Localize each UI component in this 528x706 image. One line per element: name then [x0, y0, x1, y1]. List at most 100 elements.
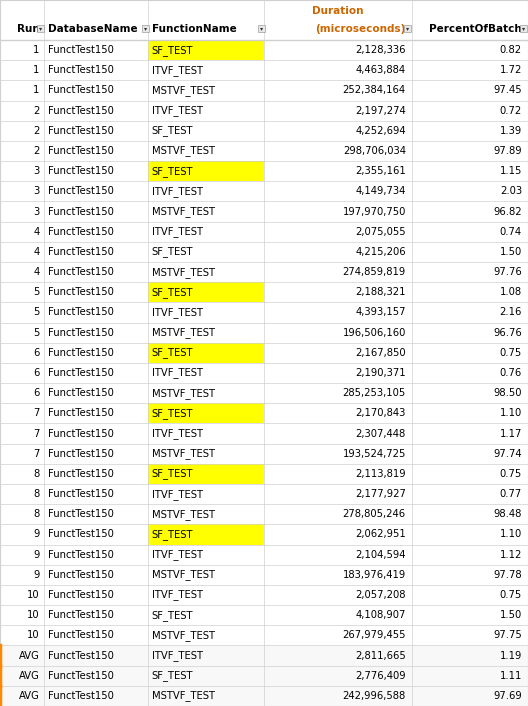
Text: 1: 1	[33, 65, 40, 76]
Text: 2,355,161: 2,355,161	[355, 166, 406, 176]
Text: 98.50: 98.50	[494, 388, 522, 398]
Bar	[0, 686, 528, 706]
Text: 97.69: 97.69	[493, 691, 522, 701]
Text: 97.76: 97.76	[493, 267, 522, 277]
Bar	[0, 504, 528, 525]
Text: ITVF_TEST: ITVF_TEST	[152, 186, 203, 197]
Text: FunctTest150: FunctTest150	[49, 388, 114, 398]
Text: 0.77: 0.77	[499, 489, 522, 499]
Text: ITVF_TEST: ITVF_TEST	[152, 549, 203, 560]
Bar	[0, 525, 528, 544]
Text: 2,062,951: 2,062,951	[355, 530, 406, 539]
Text: 2,104,594: 2,104,594	[355, 550, 406, 560]
Text: FunctTest150: FunctTest150	[49, 106, 114, 116]
Text: 97.74: 97.74	[493, 449, 522, 459]
Text: 9: 9	[33, 550, 40, 560]
Text: ▾: ▾	[39, 26, 42, 31]
Text: 4,252,694: 4,252,694	[355, 126, 406, 136]
Text: 7: 7	[33, 449, 40, 459]
Text: FunctTest150: FunctTest150	[49, 186, 114, 196]
Text: (microseconds): (microseconds)	[315, 24, 406, 34]
Text: SF_TEST: SF_TEST	[152, 246, 193, 258]
Text: 7: 7	[33, 429, 40, 438]
Text: FunctTest150: FunctTest150	[49, 691, 114, 701]
Bar	[0, 60, 528, 80]
Text: 2: 2	[33, 146, 40, 156]
Bar	[258, 25, 265, 32]
Text: 4,149,734: 4,149,734	[355, 186, 406, 196]
Text: 242,996,588: 242,996,588	[343, 691, 406, 701]
Text: 1.50: 1.50	[499, 610, 522, 620]
Text: 2,188,321: 2,188,321	[355, 287, 406, 297]
Bar	[0, 121, 528, 141]
Text: SF_TEST: SF_TEST	[152, 529, 193, 540]
Bar	[0, 0, 528, 40]
Text: 2.03: 2.03	[500, 186, 522, 196]
Text: 4,108,907: 4,108,907	[355, 610, 406, 620]
Text: 98.48: 98.48	[494, 509, 522, 520]
Bar	[404, 25, 411, 32]
Text: 2: 2	[33, 126, 40, 136]
Text: MSTVF_TEST: MSTVF_TEST	[152, 630, 215, 641]
Text: FunctTest150: FunctTest150	[49, 630, 114, 640]
Text: SF_TEST: SF_TEST	[152, 347, 193, 358]
Text: 285,253,105: 285,253,105	[343, 388, 406, 398]
Text: 183,976,419: 183,976,419	[343, 570, 406, 580]
Text: ITVF_TEST: ITVF_TEST	[152, 650, 203, 661]
Text: SF_TEST: SF_TEST	[152, 408, 193, 419]
Bar	[0, 342, 528, 363]
Text: ITVF_TEST: ITVF_TEST	[152, 489, 203, 500]
Text: FunctTest150: FunctTest150	[49, 469, 114, 479]
Text: SF_TEST: SF_TEST	[152, 166, 193, 176]
Text: 96.82: 96.82	[493, 207, 522, 217]
Text: 6: 6	[33, 388, 40, 398]
Text: 4,393,157: 4,393,157	[355, 307, 406, 318]
Text: SF_TEST: SF_TEST	[152, 126, 193, 136]
Text: MSTVF_TEST: MSTVF_TEST	[152, 145, 215, 157]
Text: FunctTest150: FunctTest150	[49, 550, 114, 560]
Text: 196,506,160: 196,506,160	[343, 328, 406, 337]
Bar	[0, 565, 528, 585]
Bar	[0, 626, 528, 645]
Text: 4: 4	[33, 227, 40, 237]
Text: DatabaseName: DatabaseName	[49, 24, 138, 34]
Bar	[0, 302, 528, 323]
Text: SF_TEST: SF_TEST	[152, 44, 193, 56]
Text: FunctTest150: FunctTest150	[49, 429, 114, 438]
Bar	[0, 464, 528, 484]
Text: ▾: ▾	[260, 26, 263, 31]
Text: 2,190,371: 2,190,371	[355, 368, 406, 378]
Text: 97.78: 97.78	[493, 570, 522, 580]
Text: 2,811,665: 2,811,665	[355, 650, 406, 661]
Text: 2: 2	[33, 106, 40, 116]
Bar	[148, 403, 264, 424]
Text: 2,307,448: 2,307,448	[355, 429, 406, 438]
Text: ITVF_TEST: ITVF_TEST	[152, 227, 203, 237]
Bar	[0, 262, 528, 282]
Text: MSTVF_TEST: MSTVF_TEST	[152, 388, 215, 399]
Text: AVG: AVG	[18, 671, 40, 681]
Bar	[0, 424, 528, 443]
Bar	[148, 40, 264, 60]
Text: SF_TEST: SF_TEST	[152, 670, 193, 681]
Bar	[0, 201, 528, 222]
Text: 10: 10	[27, 610, 40, 620]
Bar	[0, 141, 528, 161]
Text: 0.75: 0.75	[499, 469, 522, 479]
Text: MSTVF_TEST: MSTVF_TEST	[152, 85, 215, 96]
Text: ▾: ▾	[406, 26, 409, 31]
Bar	[0, 161, 528, 181]
Bar	[37, 25, 44, 32]
Text: ITVF_TEST: ITVF_TEST	[152, 368, 203, 378]
Text: FunctTest150: FunctTest150	[49, 85, 114, 95]
Text: 2.16: 2.16	[499, 307, 522, 318]
Text: 1.72: 1.72	[499, 65, 522, 76]
Text: 1.17: 1.17	[499, 429, 522, 438]
Text: 6: 6	[33, 348, 40, 358]
Bar	[520, 25, 527, 32]
Bar	[0, 40, 528, 60]
Text: Run: Run	[16, 24, 40, 34]
Text: 0.72: 0.72	[499, 106, 522, 116]
Bar	[0, 100, 528, 121]
Bar	[0, 645, 528, 666]
